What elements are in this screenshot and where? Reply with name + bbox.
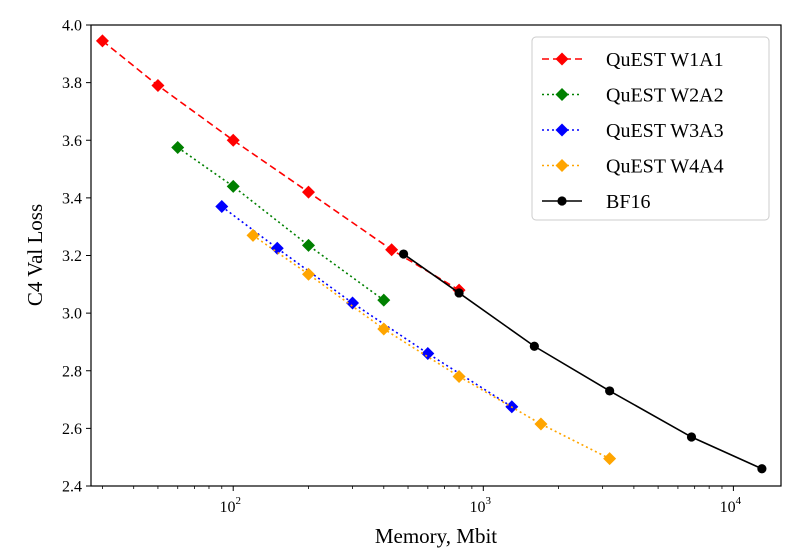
legend-label: QuEST W1A1: [606, 49, 724, 71]
x-tick-label: 104: [720, 495, 742, 516]
legend-marker: [555, 88, 569, 101]
series-line: [221, 205, 513, 408]
legend-label: QuEST W4A4: [606, 156, 724, 178]
y-tick-label: 3.4: [62, 190, 82, 207]
data-point: [377, 322, 391, 336]
y-tick-label: 4.0: [62, 18, 82, 35]
data-point: [603, 452, 617, 466]
data-point: [246, 228, 260, 242]
y-tick-label: 2.8: [62, 363, 82, 380]
data-point: [301, 185, 315, 199]
series-line: [252, 234, 610, 460]
series-0: [95, 34, 466, 297]
data-point: [421, 346, 435, 360]
series-1: [171, 140, 391, 307]
data-point: [301, 267, 315, 281]
data-point: [95, 34, 109, 48]
data-point: [686, 432, 697, 442]
data-point: [529, 341, 539, 351]
legend: QuEST W1A1 QuEST W2A2 QuEST W3A3 QuEST W4A4…: [531, 36, 770, 221]
series-line: [177, 146, 385, 301]
x-axis: 102 103 104: [102, 486, 742, 516]
y-tick-label: 3.8: [62, 75, 82, 92]
y-tick-label: 3.6: [62, 133, 82, 150]
y-tick-label: 3.2: [62, 248, 82, 265]
y-axis: 2.4 2.6 2.8 3.0 3.2 3.4 3.6 3.8 4.0: [62, 18, 91, 496]
y-tick-label: 3.0: [62, 306, 82, 323]
legend-label: QuEST W3A3: [606, 120, 724, 142]
legend-marker: [555, 123, 569, 137]
data-point: [301, 238, 315, 252]
legend-box: [531, 36, 770, 221]
legend-marker: [555, 159, 569, 172]
series-line: [403, 253, 763, 470]
data-point: [270, 241, 284, 255]
data-point: [385, 243, 399, 257]
data-point: [605, 386, 615, 396]
y-axis-label: C4 Val Loss: [23, 204, 47, 306]
legend-marker: [557, 196, 567, 206]
x-tick-label: 102: [219, 495, 241, 516]
data-point: [226, 133, 240, 147]
data-point: [215, 200, 229, 214]
data-point: [454, 288, 464, 298]
x-tick-label: 103: [470, 495, 492, 516]
data-point: [377, 293, 391, 307]
series-3: [246, 228, 617, 466]
y-tick-label: 2.6: [62, 421, 82, 438]
data-point: [757, 464, 767, 474]
data-point: [452, 370, 466, 384]
data-point: [346, 296, 360, 310]
series-4: [398, 249, 767, 474]
y-tick-label: 2.4: [62, 479, 82, 496]
data-point: [398, 249, 409, 259]
legend-label: BF16: [606, 191, 650, 213]
series-2: [215, 200, 519, 414]
data-point: [534, 417, 548, 431]
data-point: [226, 179, 240, 193]
data-point: [171, 140, 185, 154]
legend-label: QuEST W2A2: [606, 85, 724, 107]
data-point: [151, 79, 165, 93]
legend-marker: [555, 52, 569, 66]
x-axis-label: Memory, Mbit: [375, 524, 497, 548]
plot-area: [95, 34, 767, 474]
